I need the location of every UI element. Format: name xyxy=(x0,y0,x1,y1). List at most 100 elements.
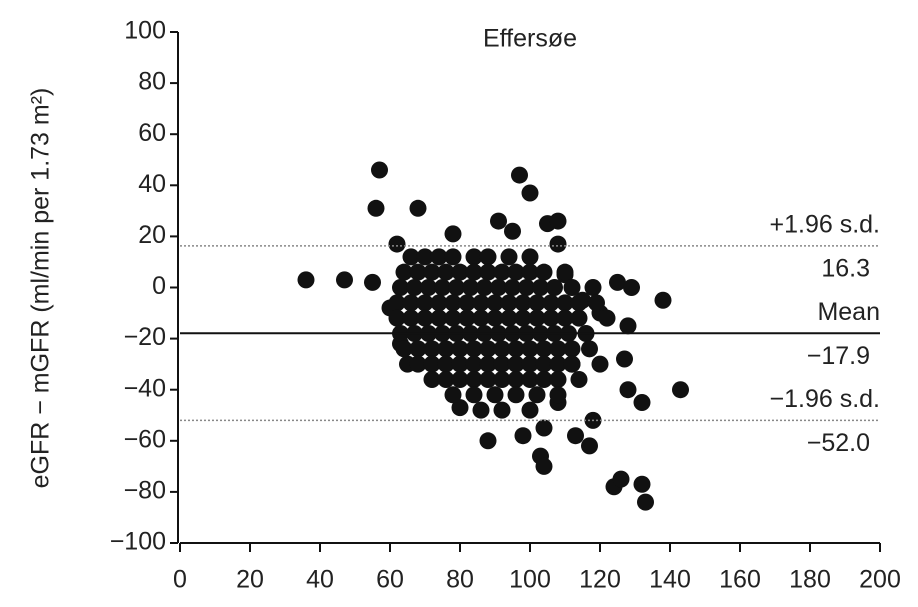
point xyxy=(402,309,420,327)
point xyxy=(563,355,581,373)
point xyxy=(423,370,441,388)
point xyxy=(479,248,497,266)
y-axis-label: eGFR − mGFR (ml/min per 1.73 m²) xyxy=(27,88,55,489)
point xyxy=(549,235,567,253)
x-tick-label: 180 xyxy=(789,566,831,594)
point xyxy=(584,279,602,296)
reference-name: −1.96 s.d. xyxy=(770,385,881,413)
point xyxy=(465,340,483,358)
point xyxy=(430,309,448,327)
reference-name: +1.96 s.d. xyxy=(770,210,881,238)
y-tick-label: −20 xyxy=(124,323,166,351)
point xyxy=(535,370,553,388)
point xyxy=(654,291,672,309)
point xyxy=(409,199,427,217)
point xyxy=(507,355,525,373)
point xyxy=(416,294,434,312)
point xyxy=(479,355,497,373)
x-tick-label: 20 xyxy=(236,566,264,594)
point xyxy=(591,355,609,373)
point xyxy=(479,432,497,450)
point xyxy=(588,294,605,312)
point xyxy=(402,248,420,266)
point xyxy=(465,248,483,266)
point xyxy=(364,273,381,291)
point xyxy=(434,279,451,296)
point xyxy=(521,401,539,419)
point xyxy=(465,386,483,404)
point xyxy=(493,340,511,358)
point xyxy=(336,271,353,289)
point xyxy=(479,370,497,388)
point xyxy=(521,340,539,358)
point xyxy=(423,340,441,358)
point xyxy=(416,309,434,327)
point xyxy=(451,370,469,388)
point xyxy=(535,263,553,281)
point xyxy=(535,355,553,373)
point xyxy=(507,340,525,358)
point xyxy=(514,294,532,312)
point xyxy=(518,279,535,296)
point xyxy=(521,263,539,281)
point xyxy=(493,355,511,373)
point xyxy=(388,294,406,312)
point xyxy=(451,263,469,281)
y-tick-label: −80 xyxy=(124,477,166,505)
x-tick-label: 160 xyxy=(719,566,761,594)
point xyxy=(465,370,483,388)
point xyxy=(500,294,518,312)
point xyxy=(521,248,539,266)
point xyxy=(490,212,507,230)
point xyxy=(546,279,563,296)
y-tick-label: 60 xyxy=(138,119,166,147)
point xyxy=(451,399,469,417)
point xyxy=(448,279,465,296)
point xyxy=(451,355,469,373)
point xyxy=(465,355,483,373)
point xyxy=(479,263,497,281)
point xyxy=(500,309,518,327)
point xyxy=(406,279,423,296)
point xyxy=(507,370,525,388)
point xyxy=(409,263,427,281)
point xyxy=(542,309,560,327)
point xyxy=(616,350,633,368)
point xyxy=(444,309,462,327)
point xyxy=(416,248,434,266)
y-tick-label: −100 xyxy=(110,528,166,556)
point xyxy=(444,386,462,404)
point xyxy=(567,427,584,445)
point xyxy=(395,340,413,358)
reference-value: −17.9 xyxy=(807,342,870,370)
y-tick-label: 40 xyxy=(138,170,166,198)
point xyxy=(514,427,532,445)
x-tick-label: 0 xyxy=(173,566,187,594)
point xyxy=(511,166,528,184)
point xyxy=(549,370,567,388)
point xyxy=(549,355,567,373)
point xyxy=(609,273,626,291)
point xyxy=(549,340,567,358)
point xyxy=(637,493,654,511)
point xyxy=(563,340,581,358)
point xyxy=(388,235,406,253)
reference-value: 16.3 xyxy=(821,254,870,282)
point xyxy=(528,309,546,327)
point xyxy=(521,355,539,373)
point xyxy=(472,401,490,419)
point xyxy=(556,263,574,281)
point xyxy=(493,370,511,388)
point xyxy=(581,437,598,455)
point xyxy=(528,386,546,404)
point xyxy=(423,263,441,281)
point xyxy=(392,279,409,296)
point xyxy=(409,355,427,373)
point xyxy=(490,279,507,296)
x-tick-label: 80 xyxy=(446,566,474,594)
y-tick-label: −40 xyxy=(124,374,166,402)
point xyxy=(465,263,483,281)
point xyxy=(633,475,651,493)
point xyxy=(486,386,504,404)
